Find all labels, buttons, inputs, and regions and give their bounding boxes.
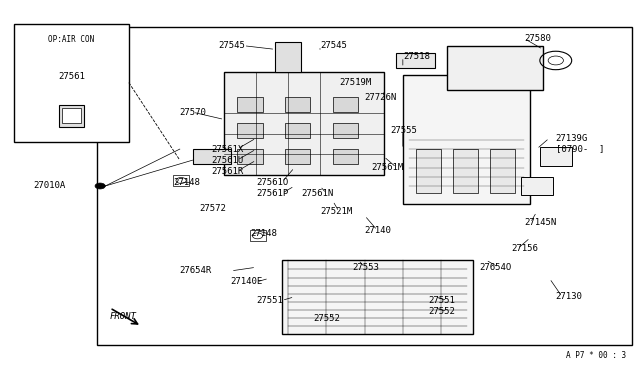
Bar [333, 97, 358, 112]
Text: 27654R: 27654R [180, 266, 212, 275]
Text: 27580: 27580 [524, 34, 551, 43]
Text: 27139G: 27139G [556, 134, 588, 142]
Bar [403, 75, 531, 205]
FancyBboxPatch shape [225, 71, 384, 175]
Text: OP:AIR CON: OP:AIR CON [49, 35, 95, 44]
Text: 27519M: 27519M [339, 78, 371, 87]
Text: 27552: 27552 [428, 307, 455, 316]
Bar [415, 149, 441, 193]
Bar [285, 149, 310, 164]
Bar [521, 177, 552, 195]
Bar [237, 123, 262, 138]
Text: 27561O: 27561O [256, 178, 289, 187]
Text: 27726N: 27726N [365, 93, 397, 102]
Text: 27561X: 27561X [212, 145, 244, 154]
Bar [282, 260, 473, 334]
Text: 27148: 27148 [173, 178, 200, 187]
Bar [285, 123, 310, 138]
Bar [396, 53, 435, 68]
Bar [452, 149, 478, 193]
Bar [250, 230, 266, 241]
Bar [62, 109, 81, 123]
Text: 27545: 27545 [320, 41, 347, 50]
Bar [447, 46, 543, 90]
Text: 27140: 27140 [365, 226, 392, 235]
Text: 27561: 27561 [58, 72, 85, 81]
Text: 27148: 27148 [250, 230, 276, 238]
Text: 27553: 27553 [352, 263, 379, 272]
Bar [237, 149, 262, 164]
Text: 27521M: 27521M [320, 207, 352, 217]
Bar [285, 97, 310, 112]
Text: A P7 * 00 : 3: A P7 * 00 : 3 [566, 350, 626, 359]
Text: 27561M: 27561M [371, 163, 403, 172]
Bar [333, 123, 358, 138]
Circle shape [95, 183, 105, 189]
Bar [237, 97, 262, 112]
Bar [275, 42, 301, 71]
Text: 27561P: 27561P [256, 189, 289, 198]
Text: 27561N: 27561N [301, 189, 333, 198]
Text: 27145N: 27145N [524, 218, 556, 227]
Bar [173, 175, 189, 186]
Text: 27010A: 27010A [33, 182, 65, 190]
Text: [0790-  ]: [0790- ] [556, 145, 604, 154]
Bar [97, 27, 632, 345]
Bar [333, 149, 358, 164]
Text: 27140E: 27140E [231, 278, 263, 286]
Text: 27545: 27545 [218, 41, 245, 50]
Text: 27156: 27156 [511, 244, 538, 253]
Text: 27570: 27570 [180, 108, 207, 117]
Bar [193, 149, 231, 164]
Text: 27555: 27555 [390, 126, 417, 135]
Text: 27130: 27130 [556, 292, 582, 301]
Text: 27561R: 27561R [212, 167, 244, 176]
Text: 27552: 27552 [314, 314, 340, 323]
Text: 27572: 27572 [199, 203, 226, 213]
Text: 27551: 27551 [428, 296, 455, 305]
Text: 27518: 27518 [403, 52, 429, 61]
Bar [490, 149, 515, 193]
Bar [540, 147, 572, 166]
Text: 27654O: 27654O [479, 263, 511, 272]
Bar [59, 105, 84, 127]
Text: 27551: 27551 [256, 296, 283, 305]
Text: 27561U: 27561U [212, 155, 244, 165]
Bar [14, 23, 129, 142]
Text: FRONT: FRONT [109, 311, 136, 321]
